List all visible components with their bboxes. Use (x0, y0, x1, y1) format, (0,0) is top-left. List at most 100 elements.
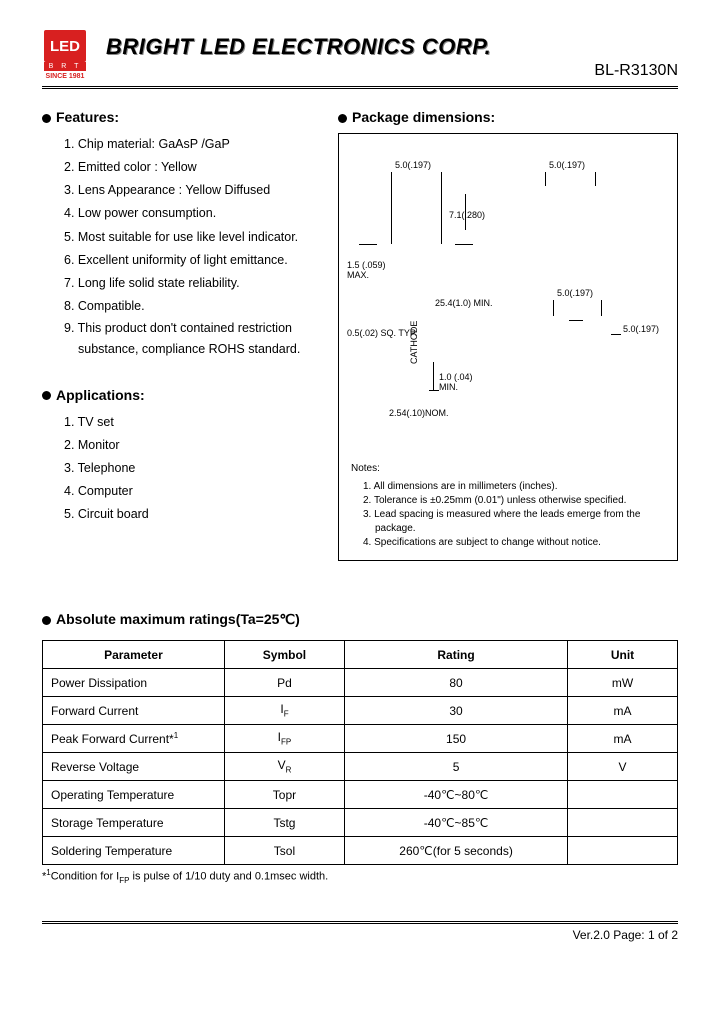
drawing-line (441, 172, 442, 244)
table-row: Soldering TemperatureTsol260℃(for 5 seco… (43, 837, 678, 865)
header-rule (42, 86, 678, 89)
applications-list: 1. TV set 2. Monitor 3. Telephone 4. Com… (42, 411, 322, 527)
dim-label: 5.0(.197) (549, 160, 585, 170)
drawing-line (433, 362, 434, 390)
cell-symbol: Topr (224, 781, 344, 809)
cell-rating: 5 (345, 753, 568, 781)
applications-heading-text: Applications: (56, 387, 145, 403)
list-item: 2. Emitted color : Yellow (64, 156, 322, 179)
col-parameter: Parameter (43, 641, 225, 669)
list-item: 1. Chip material: GaAsP /GaP (64, 133, 322, 156)
company-block: BRIGHT LED ELECTRONICS CORP. BL-R3130N (106, 30, 678, 80)
list-item: 1. TV set (64, 411, 322, 434)
col-symbol: Symbol (224, 641, 344, 669)
ratings-table: Parameter Symbol Rating Unit Power Dissi… (42, 640, 678, 865)
drawing-line (601, 300, 602, 316)
dim-label: 7.1(.280) (449, 210, 485, 220)
list-item: 5. Circuit board (64, 503, 322, 526)
header: LED B R T SINCE 1981 BRIGHT LED ELECTRON… (42, 30, 678, 80)
drawing-line (429, 390, 439, 391)
cell-rating: -40℃~80℃ (345, 781, 568, 809)
cell-symbol: VR (224, 753, 344, 781)
table-row: Power DissipationPd80mW (43, 669, 678, 697)
dim-label: 5.0(.197) (557, 288, 593, 298)
cell-rating: 80 (345, 669, 568, 697)
cell-symbol: Tstg (224, 809, 344, 837)
bullet-icon (42, 616, 51, 625)
drawing-line (595, 172, 596, 186)
drawing-line (569, 320, 583, 321)
cell-parameter: Reverse Voltage (43, 753, 225, 781)
cell-parameter: Operating Temperature (43, 781, 225, 809)
applications-heading: Applications: (42, 387, 322, 403)
bullet-icon (42, 114, 51, 123)
col-rating: Rating (345, 641, 568, 669)
dim-label: 1.5 (.059)MAX. (347, 260, 386, 280)
logo-brt: B R T (44, 62, 86, 71)
footer-rule (42, 921, 678, 924)
drawing-line (553, 300, 554, 316)
drawing-line (545, 172, 546, 186)
list-item: 8. Compatible. (64, 295, 322, 318)
notes-title: Notes: (351, 462, 665, 476)
cell-rating: 150 (345, 725, 568, 753)
list-item: 7. Long life solid state reliability. (64, 272, 322, 295)
ratings-footnote: *1Condition for IFP is pulse of 1/10 dut… (42, 868, 678, 885)
bullet-icon (338, 114, 347, 123)
cell-rating: -40℃~85℃ (345, 809, 568, 837)
dim-label: 2.54(.10)NOM. (389, 408, 449, 418)
package-heading-text: Package dimensions: (352, 109, 495, 125)
note-item: 4. Specifications are subject to change … (363, 536, 665, 550)
ratings-heading-text: Absolute maximum ratings(Ta=25℃) (56, 611, 300, 627)
dim-label: 5.0(.197) (623, 324, 659, 334)
cell-unit: mA (568, 725, 678, 753)
note-item: 2. Tolerance is ±0.25mm (0.01") unless o… (363, 494, 665, 508)
list-item: 9. This product don't contained restrict… (64, 318, 322, 361)
col-unit: Unit (568, 641, 678, 669)
bullet-icon (42, 391, 51, 400)
note-item: 3. Lead spacing is measured where the le… (363, 508, 665, 536)
cell-unit (568, 809, 678, 837)
note-item: 1. All dimensions are in millimeters (in… (363, 480, 665, 494)
list-item: 3. Lens Appearance : Yellow Diffused (64, 179, 322, 202)
notes-block: Notes: 1. All dimensions are in millimet… (351, 462, 665, 550)
features-heading: Features: (42, 109, 322, 125)
drawing-line (611, 334, 621, 335)
dim-label: 1.0 (.04)MIN. (439, 372, 473, 392)
dim-label: 25.4(1.0) MIN. (435, 298, 493, 308)
dim-label: 0.5(.02) SQ. TYP. (347, 328, 417, 338)
cell-symbol: Pd (224, 669, 344, 697)
drawing-line (391, 172, 392, 244)
two-columns: Features: 1. Chip material: GaAsP /GaP 2… (42, 107, 678, 561)
drawing-line (455, 244, 473, 245)
part-number: BL-R3130N (106, 62, 678, 80)
cell-symbol: Tsol (224, 837, 344, 865)
cell-unit: V (568, 753, 678, 781)
cell-parameter: Forward Current (43, 697, 225, 725)
features-list: 1. Chip material: GaAsP /GaP 2. Emitted … (42, 133, 322, 361)
cell-parameter: Soldering Temperature (43, 837, 225, 865)
package-diagram: 5.0(.197) 5.0(.197) 7.1(.280) 1.5 (.059)… (338, 133, 678, 561)
logo: LED B R T SINCE 1981 (42, 30, 88, 80)
left-column: Features: 1. Chip material: GaAsP /GaP 2… (42, 107, 322, 561)
drawing-line (465, 194, 466, 230)
cell-parameter: Power Dissipation (43, 669, 225, 697)
dim-label: CATHODE (409, 321, 419, 364)
table-row: Forward CurrentIF30mA (43, 697, 678, 725)
list-item: 3. Telephone (64, 457, 322, 480)
notes-list: 1. All dimensions are in millimeters (in… (351, 480, 665, 550)
package-heading: Package dimensions: (338, 109, 678, 125)
cell-rating: 30 (345, 697, 568, 725)
features-heading-text: Features: (56, 109, 119, 125)
company-name: BRIGHT LED ELECTRONICS CORP. (106, 34, 678, 60)
cell-unit: mA (568, 697, 678, 725)
right-column: Package dimensions: 5.0(.197) 5.0(.197) … (338, 107, 678, 561)
table-header-row: Parameter Symbol Rating Unit (43, 641, 678, 669)
list-item: 2. Monitor (64, 434, 322, 457)
list-item: 4. Computer (64, 480, 322, 503)
cell-symbol: IFP (224, 725, 344, 753)
dim-label: 5.0(.197) (395, 160, 431, 170)
table-row: Reverse VoltageVR5V (43, 753, 678, 781)
cell-unit (568, 781, 678, 809)
cell-rating: 260℃(for 5 seconds) (345, 837, 568, 865)
